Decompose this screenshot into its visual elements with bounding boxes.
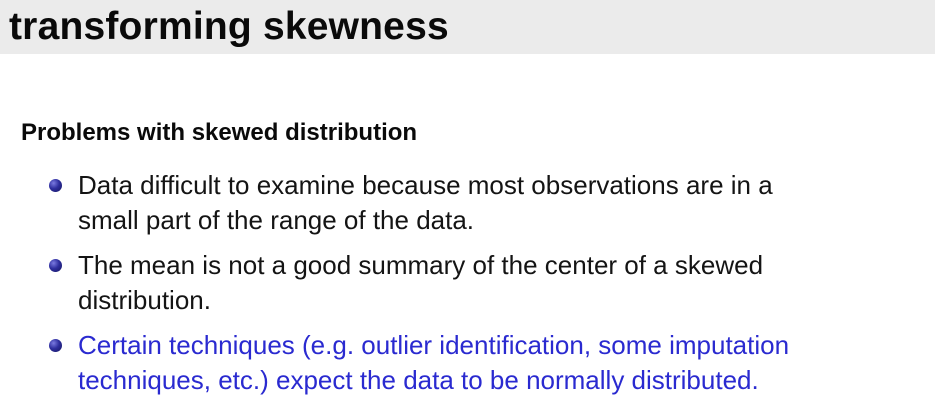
slide-title: transforming skewness — [9, 5, 449, 48]
bullet-text-line: small part of the range of the data. — [78, 205, 475, 235]
bullet-text-line: Certain techniques (e.g. outlier identif… — [78, 330, 790, 360]
bullet-item: The mean is not a good summary of the ce… — [0, 248, 935, 318]
bullet-list: Data difficult to examine because most o… — [0, 168, 935, 408]
bullet-text-line: The mean is not a good summary of the ce… — [78, 250, 764, 280]
bullet-item: Data difficult to examine because most o… — [0, 168, 935, 238]
bullet-text-line: techniques, etc.) expect the data to be … — [78, 365, 759, 395]
bullet-text-line: Data difficult to examine because most o… — [78, 170, 773, 200]
bullet-dot-icon — [49, 259, 62, 272]
bullet-text-line: distribution. — [78, 285, 211, 315]
bullet-dot-icon — [49, 179, 62, 192]
bullet-item-alert: Certain techniques (e.g. outlier identif… — [0, 328, 935, 398]
block-heading: Problems with skewed distribution — [21, 119, 418, 146]
bullet-dot-icon — [49, 339, 62, 352]
title-bar: transforming skewness — [0, 0, 935, 54]
